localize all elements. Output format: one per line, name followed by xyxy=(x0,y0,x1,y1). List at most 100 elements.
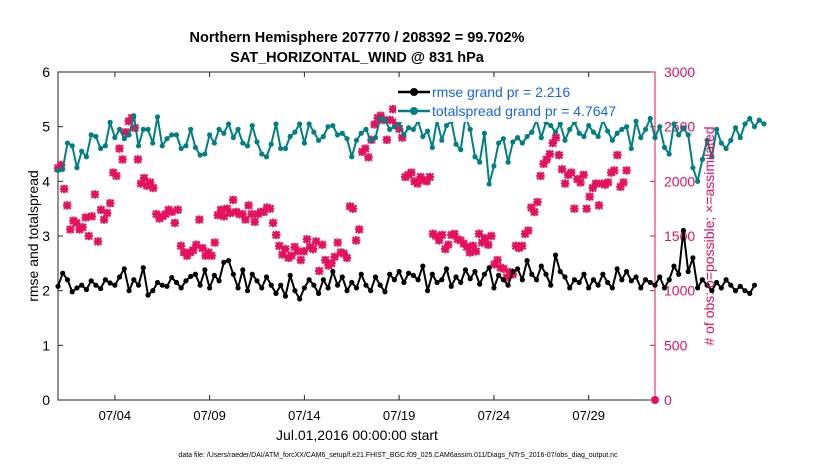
rmse-point xyxy=(614,266,620,272)
obs-marker xyxy=(225,208,235,218)
right-tick-label: 0 xyxy=(664,392,672,408)
rmse-point xyxy=(60,270,66,276)
spread-point xyxy=(671,121,677,127)
obs-marker xyxy=(63,201,72,210)
spread-point xyxy=(685,132,691,138)
spread-point xyxy=(401,132,407,138)
spread-point xyxy=(131,113,137,119)
obs-marker xyxy=(112,171,121,181)
rmse-point xyxy=(330,268,336,275)
rmse-point xyxy=(377,282,383,288)
spread-point xyxy=(188,126,194,132)
spread-point xyxy=(505,159,511,165)
spread-point xyxy=(330,122,336,129)
rmse-point xyxy=(742,288,748,294)
spread-point xyxy=(306,121,312,127)
obs-marker xyxy=(238,209,247,219)
spread-point xyxy=(586,122,592,129)
rmse-point xyxy=(704,282,710,288)
obs-marker xyxy=(81,213,90,222)
spread-point xyxy=(334,132,341,138)
obs-marker xyxy=(167,207,176,217)
spread-point xyxy=(154,114,161,120)
obs-marker xyxy=(195,215,204,224)
obs-marker xyxy=(462,242,471,252)
spread-point xyxy=(197,152,203,158)
rmse-point xyxy=(244,288,251,294)
y-axis-label-right: # of obs: o=possible; ×=assimilated xyxy=(701,126,717,345)
spread-point xyxy=(519,140,525,146)
obs-marker xyxy=(247,209,256,219)
spread-point xyxy=(552,129,559,135)
rmse-point xyxy=(116,274,123,280)
rmse-point xyxy=(140,265,146,271)
rmse-point xyxy=(496,272,502,278)
spread-point xyxy=(292,129,298,135)
spread-point xyxy=(178,145,184,152)
rmse-point xyxy=(443,266,450,272)
obs-marker xyxy=(342,253,352,263)
rmse-point xyxy=(249,271,255,277)
obs-marker xyxy=(536,171,545,181)
obs-marker xyxy=(348,204,358,213)
rmse-point xyxy=(372,274,379,280)
obs-marker xyxy=(398,133,407,142)
left-tick-label: 2 xyxy=(42,283,50,299)
obs-marker xyxy=(241,215,250,224)
rmse-point xyxy=(69,289,75,295)
spread-point xyxy=(477,159,483,165)
spread-point xyxy=(263,154,270,160)
spread-point xyxy=(486,181,492,187)
spread-point xyxy=(221,130,227,136)
footer-data-file: data file: /Users/raeder/DAI/ATM_forcXX/… xyxy=(178,452,618,459)
rmse-point xyxy=(619,277,625,283)
spread-point xyxy=(140,126,146,132)
rmse-point xyxy=(732,288,739,294)
obs-marker xyxy=(480,233,490,243)
obs-marker xyxy=(189,246,198,255)
obs-marker xyxy=(376,111,385,120)
obs-marker xyxy=(391,118,401,127)
obs-marker xyxy=(554,150,564,160)
rmse-point xyxy=(107,280,113,286)
rmse-point xyxy=(633,274,639,280)
rmse-point xyxy=(723,277,729,283)
spread-point xyxy=(173,132,180,138)
spread-point xyxy=(135,143,142,149)
spread-point xyxy=(562,137,568,143)
right-tick-label: 1500 xyxy=(664,228,695,244)
obs-marker xyxy=(333,238,342,247)
spread-point xyxy=(363,126,369,132)
rmse-point xyxy=(581,271,587,277)
obs-marker xyxy=(56,160,66,170)
spread-point xyxy=(647,115,653,122)
obs-marker xyxy=(388,104,398,114)
rmse-point xyxy=(557,268,563,275)
spread-point xyxy=(372,135,379,141)
rmse-point xyxy=(605,279,611,286)
rmse-point xyxy=(126,288,132,294)
rmse-point xyxy=(415,277,421,283)
spread-point xyxy=(605,128,611,134)
spread-point xyxy=(510,139,516,145)
spread-point xyxy=(391,124,398,130)
rmse-point xyxy=(652,282,658,288)
obs-marker xyxy=(219,212,229,221)
spread-point xyxy=(699,156,705,163)
rmse-point xyxy=(301,285,307,291)
spread-point xyxy=(666,151,672,157)
spread-point xyxy=(216,126,222,132)
left-tick-label: 1 xyxy=(42,337,50,353)
rmse-point xyxy=(159,282,165,288)
obs-marker xyxy=(121,127,130,137)
spread-point xyxy=(377,115,383,122)
spread-point xyxy=(83,154,90,160)
rmse-point xyxy=(358,271,364,277)
rmse-point xyxy=(671,263,677,269)
obs-marker xyxy=(477,238,487,247)
rmse-point xyxy=(543,271,549,277)
rmse-point xyxy=(458,279,464,286)
obs-marker xyxy=(517,241,527,251)
